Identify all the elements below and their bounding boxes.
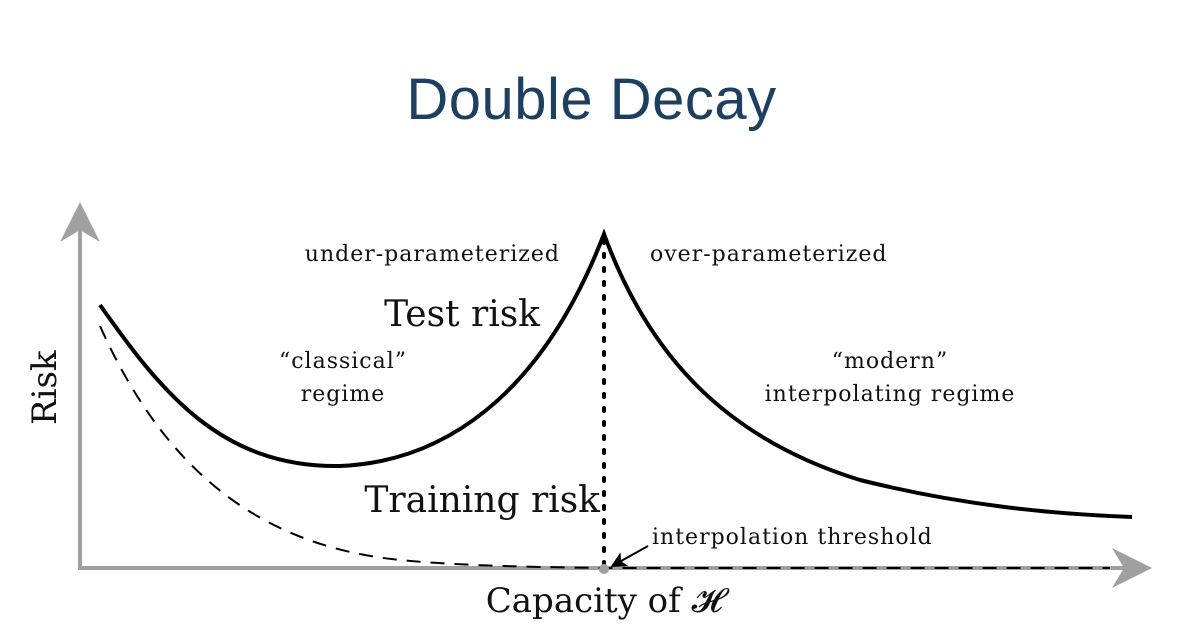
training-risk-curve [99, 325, 1110, 569]
slide-title: Double Decay [406, 67, 777, 132]
modern-regime-label-line1: “modern” [832, 349, 948, 374]
interpolation-threshold-label: interpolation threshold [652, 525, 933, 550]
modern-regime-label-line2: interpolating regime [765, 382, 1016, 407]
classical-regime-label-line2: regime [301, 382, 386, 407]
classical-regime-label-line1: “classical” [279, 349, 407, 374]
training-risk-label: Training risk [364, 480, 601, 521]
under-parameterized-label: under-parameterized [305, 242, 560, 267]
test-risk-label: Test risk [384, 294, 541, 335]
test-risk-curve [98, 228, 1133, 519]
x-axis-label: Capacity of 𝓗 [486, 581, 730, 621]
threshold-arrow [610, 545, 649, 567]
threshold-point [599, 564, 609, 574]
over-parameterized-label: over-parameterized [650, 242, 887, 267]
y-axis-label: Risk [25, 350, 65, 425]
